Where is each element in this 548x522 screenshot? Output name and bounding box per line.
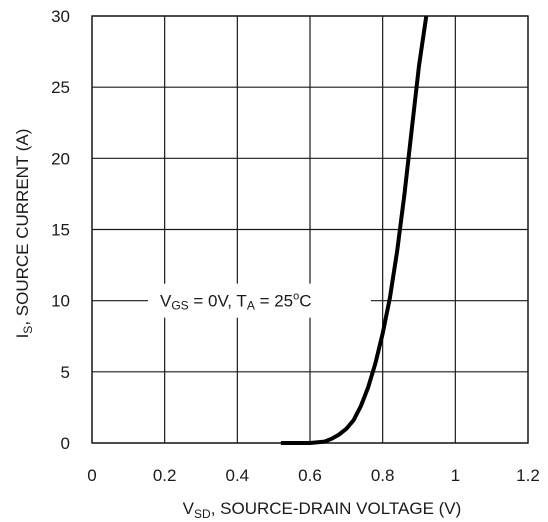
x-tick-label: 0.4 — [226, 466, 250, 485]
x-tick-label: 0 — [87, 466, 96, 485]
x-tick-label: 0.2 — [153, 466, 177, 485]
y-tick-label: 30 — [51, 7, 70, 26]
series-layer — [280, 15, 429, 445]
y-tick-label: 10 — [51, 292, 70, 311]
y-axis-label: IS, SOURCE CURRENT (A) — [13, 129, 35, 339]
x-tick-label: 0.6 — [298, 466, 322, 485]
x-ticks: 0 0.2 0.4 0.6 0.8 1 1.2 — [87, 466, 540, 485]
y-tick-label: 25 — [51, 78, 70, 97]
series-line — [280, 15, 429, 445]
x-tick-label: 1.2 — [516, 466, 540, 485]
grid — [91, 15, 529, 444]
condition-text: VGS = 0V, TA = 25oC — [160, 291, 312, 313]
x-tick-label: 1 — [451, 466, 460, 485]
y-tick-label: 15 — [51, 221, 70, 240]
y-ticks: 0 5 10 15 20 25 30 — [51, 7, 70, 453]
x-axis-label: VSD, SOURCE-DRAIN VOLTAGE (V) — [183, 499, 462, 521]
annotation-background — [148, 283, 371, 318]
condition-annotation: VGS = 0V, TA = 25oC — [148, 283, 371, 318]
y-tick-label: 0 — [61, 434, 70, 453]
y-tick-label: 20 — [51, 149, 70, 168]
y-tick-label: 5 — [61, 363, 70, 382]
x-tick-label: 0.8 — [371, 466, 395, 485]
